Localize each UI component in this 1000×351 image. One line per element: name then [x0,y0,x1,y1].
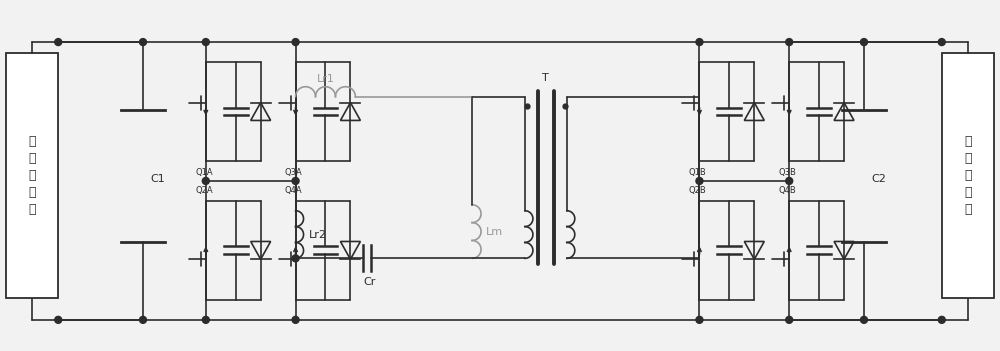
Text: Lr1: Lr1 [317,74,334,84]
Text: Q1B: Q1B [689,168,706,177]
Circle shape [860,39,867,46]
Text: Q2A: Q2A [195,186,213,195]
Text: 第
二
直
流
側: 第 二 直 流 側 [964,135,971,216]
Circle shape [55,316,62,323]
Circle shape [202,178,209,184]
Text: T: T [542,73,549,83]
Circle shape [786,178,793,184]
Text: Q3B: Q3B [778,168,796,177]
Circle shape [786,316,793,323]
Text: Cr: Cr [363,277,376,287]
Text: Q1A: Q1A [195,168,213,177]
Text: Q4A: Q4A [285,186,302,195]
Circle shape [292,316,299,323]
Text: Q3A: Q3A [285,168,302,177]
Text: Lm: Lm [486,226,503,237]
Circle shape [202,39,209,46]
Text: C1: C1 [150,174,165,184]
Circle shape [292,178,299,184]
Circle shape [786,39,793,46]
Circle shape [292,39,299,46]
Circle shape [55,39,62,46]
Text: Lr2: Lr2 [309,230,327,239]
Circle shape [696,316,703,323]
Text: C2: C2 [871,174,886,184]
Text: 第
一
直
流
側: 第 一 直 流 側 [29,135,36,216]
Circle shape [140,39,146,46]
Circle shape [860,316,867,323]
Circle shape [696,178,703,184]
Text: Q2B: Q2B [689,186,706,195]
FancyBboxPatch shape [6,53,58,298]
Circle shape [938,39,945,46]
Circle shape [140,316,146,323]
Circle shape [696,39,703,46]
FancyBboxPatch shape [942,53,994,298]
Circle shape [202,316,209,323]
Text: Q4B: Q4B [778,186,796,195]
Circle shape [938,316,945,323]
Circle shape [292,255,299,262]
